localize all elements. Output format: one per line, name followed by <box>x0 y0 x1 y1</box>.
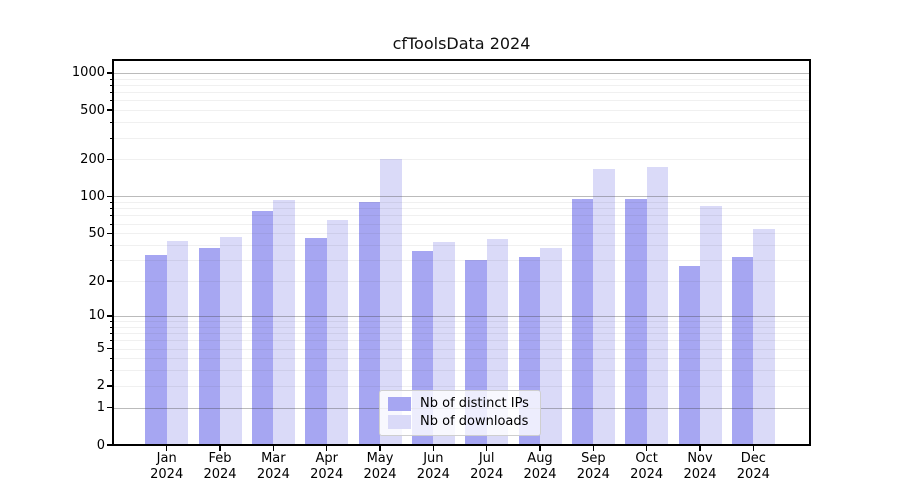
x-tick-mark <box>432 446 435 451</box>
y-tick-mark <box>107 195 112 198</box>
y-tick-mark <box>107 72 112 74</box>
bar-distinct-ips-sep <box>571 198 594 445</box>
y-tick-mark <box>107 280 112 282</box>
y-tick-label: 200 <box>80 151 105 167</box>
x-tick-label-may: May 2024 <box>363 451 397 482</box>
y-tick-mark <box>107 158 112 161</box>
legend: Nb of distinct IPs Nb of downloads <box>379 390 541 436</box>
y-minor-tick-mark <box>110 208 113 210</box>
chart-title: cfToolsData 2024 <box>392 34 531 53</box>
bar-downloads-aug <box>540 247 562 445</box>
x-tick-label-sep: Sep 2024 <box>576 451 610 482</box>
x-tick-label-nov: Nov 2024 <box>683 451 717 482</box>
y-tick-mark <box>107 406 112 409</box>
x-tick-label-mar: Mar 2024 <box>256 451 290 482</box>
x-tick-label-jul: Jul 2024 <box>470 451 504 482</box>
legend-label-downloads: Nb of downloads <box>420 414 529 429</box>
x-tick-mark <box>379 446 381 451</box>
bar-distinct-ips-oct <box>625 199 647 445</box>
x-tick-mark <box>325 446 328 451</box>
x-tick-mark <box>272 446 275 451</box>
y-minor-tick-mark <box>110 84 113 86</box>
y-tick-label: 500 <box>80 102 105 118</box>
y-minor-tick-mark <box>110 370 113 372</box>
x-tick-label-aug: Aug 2024 <box>523 451 557 482</box>
bar-downloads-sep <box>593 168 615 445</box>
y-minor-tick-mark <box>110 78 113 80</box>
bars-layer <box>113 60 810 445</box>
x-tick-label-dec: Dec 2024 <box>736 451 770 482</box>
x-tick-label-jan: Jan 2024 <box>150 451 184 482</box>
y-minor-tick-mark <box>110 333 113 335</box>
y-minor-tick-mark <box>110 92 113 94</box>
bar-distinct-ips-jan <box>145 255 167 445</box>
legend-item-distinct-ips: Nb of distinct IPs <box>388 396 529 411</box>
x-tick-mark <box>539 446 541 451</box>
y-minor-tick-mark <box>110 321 113 322</box>
bar-distinct-ips-dec <box>731 256 754 445</box>
plot-area: Nb of distinct IPs Nb of downloads <box>113 60 810 445</box>
y-minor-tick-mark <box>110 245 113 246</box>
legend-swatch-downloads-icon <box>388 414 411 429</box>
y-minor-tick-mark <box>110 215 113 217</box>
x-tick-mark <box>485 446 488 451</box>
y-tick-label: 2 <box>96 378 105 394</box>
bar-distinct-ips-may <box>358 202 381 445</box>
legend-label-distinct-ips: Nb of distinct IPs <box>420 396 529 411</box>
x-tick-mark <box>645 446 648 451</box>
bar-downloads-nov <box>700 205 722 445</box>
y-tick-label: 20 <box>88 273 105 289</box>
y-tick-mark <box>107 315 112 317</box>
bar-distinct-ips-apr <box>305 237 327 445</box>
y-tick-label: 5 <box>96 341 105 356</box>
bar-downloads-jan <box>166 241 189 445</box>
x-tick-mark <box>699 446 701 451</box>
bar-distinct-ips-mar <box>251 211 274 445</box>
x-tick-mark <box>592 446 595 451</box>
bar-downloads-dec <box>753 229 775 445</box>
y-minor-tick-mark <box>110 122 113 124</box>
y-tick-label: 1 <box>96 400 105 416</box>
y-minor-tick-mark <box>110 100 113 102</box>
bar-distinct-ips-nov <box>678 265 700 445</box>
y-minor-tick-mark <box>110 223 113 225</box>
y-tick-label: 10 <box>88 308 105 324</box>
y-minor-tick-mark <box>110 326 113 328</box>
y-tick-mark <box>107 347 112 350</box>
y-tick-mark <box>107 109 112 111</box>
y-tick-label: 1000 <box>71 65 105 81</box>
bar-downloads-may <box>380 159 402 445</box>
bar-downloads-apr <box>326 220 349 445</box>
y-minor-tick-mark <box>110 137 113 139</box>
bar-distinct-ips-feb <box>198 247 221 445</box>
y-tick-label: 100 <box>80 188 105 204</box>
y-tick-mark <box>107 444 112 446</box>
legend-swatch-distinct-ips-icon <box>388 396 411 411</box>
legend-item-downloads: Nb of downloads <box>388 414 529 429</box>
y-minor-tick-mark <box>110 340 113 342</box>
bar-downloads-mar <box>273 199 295 445</box>
y-tick-mark <box>107 232 112 234</box>
y-minor-tick-mark <box>110 202 113 204</box>
y-tick-mark <box>107 385 112 387</box>
x-tick-label-jun: Jun 2024 <box>416 451 450 482</box>
bar-downloads-oct <box>646 167 669 445</box>
y-minor-tick-mark <box>110 358 113 360</box>
bar-downloads-feb <box>220 236 242 445</box>
y-tick-label: 50 <box>88 225 105 241</box>
x-tick-label-oct: Oct 2024 <box>630 451 664 482</box>
y-minor-tick-mark <box>110 260 113 262</box>
x-tick-mark <box>219 446 221 451</box>
x-tick-mark <box>165 446 168 451</box>
x-tick-label-apr: Apr 2024 <box>310 451 344 482</box>
x-tick-mark <box>752 446 755 451</box>
x-tick-label-feb: Feb 2024 <box>203 451 237 482</box>
y-tick-label: 0 <box>96 437 105 453</box>
